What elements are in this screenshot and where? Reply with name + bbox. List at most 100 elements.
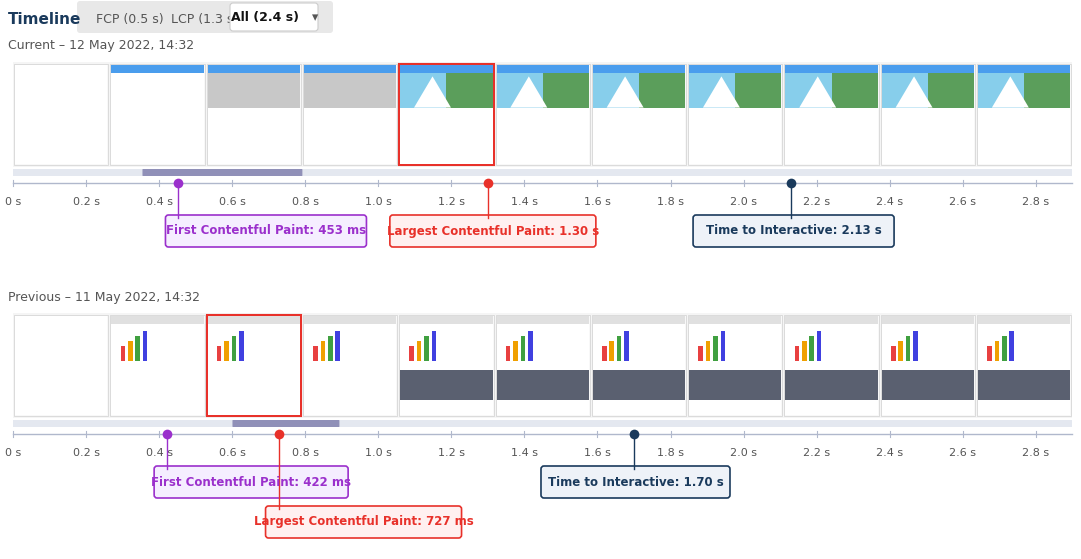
Bar bbox=[400, 73, 493, 107]
Bar bbox=[496, 371, 589, 400]
Bar bbox=[689, 73, 735, 107]
FancyBboxPatch shape bbox=[143, 169, 303, 176]
Bar bbox=[786, 65, 878, 73]
Bar bbox=[111, 316, 203, 415]
Text: LCP (1.3 s): LCP (1.3 s) bbox=[172, 13, 239, 26]
Bar bbox=[786, 65, 878, 164]
Bar bbox=[786, 316, 878, 415]
Bar bbox=[303, 315, 397, 416]
Bar bbox=[513, 341, 518, 361]
Bar bbox=[231, 336, 237, 361]
Text: 2.8 s: 2.8 s bbox=[1023, 448, 1050, 458]
Text: Time to Interactive: 2.13 s: Time to Interactive: 2.13 s bbox=[706, 225, 881, 238]
Bar bbox=[591, 64, 686, 165]
Text: 0 s: 0 s bbox=[4, 448, 22, 458]
Bar bbox=[14, 64, 108, 165]
Bar bbox=[208, 316, 299, 324]
Bar bbox=[786, 316, 878, 324]
Bar bbox=[882, 73, 927, 107]
Bar bbox=[810, 336, 814, 361]
Bar bbox=[882, 316, 974, 324]
Bar bbox=[400, 73, 446, 107]
Bar bbox=[496, 65, 589, 164]
Bar bbox=[13, 62, 1072, 167]
Text: FCP (0.5 s): FCP (0.5 s) bbox=[96, 13, 164, 26]
Text: 1.0 s: 1.0 s bbox=[365, 448, 391, 458]
Bar bbox=[417, 341, 422, 361]
Bar bbox=[882, 371, 974, 400]
Text: 0.2 s: 0.2 s bbox=[72, 448, 99, 458]
Text: Time to Interactive: 1.70 s: Time to Interactive: 1.70 s bbox=[548, 476, 723, 489]
Bar bbox=[110, 315, 204, 416]
Bar bbox=[496, 73, 543, 107]
Text: 0.8 s: 0.8 s bbox=[292, 197, 319, 207]
Bar bbox=[891, 345, 895, 361]
FancyBboxPatch shape bbox=[77, 1, 333, 33]
Bar bbox=[313, 345, 318, 361]
Bar bbox=[592, 73, 639, 107]
Bar bbox=[882, 65, 974, 73]
Bar bbox=[913, 331, 918, 361]
Bar bbox=[528, 331, 533, 361]
Bar bbox=[120, 345, 125, 361]
FancyBboxPatch shape bbox=[540, 466, 730, 498]
Bar bbox=[592, 73, 685, 107]
FancyBboxPatch shape bbox=[266, 506, 462, 538]
Bar bbox=[977, 315, 1071, 416]
Bar bbox=[304, 65, 397, 164]
Bar bbox=[14, 315, 108, 416]
Bar bbox=[15, 65, 107, 164]
Bar bbox=[135, 336, 139, 361]
Bar bbox=[689, 65, 782, 73]
Bar bbox=[881, 64, 975, 165]
Polygon shape bbox=[799, 77, 837, 107]
Bar bbox=[111, 65, 203, 164]
Text: First Contentful Paint: 453 ms: First Contentful Paint: 453 ms bbox=[165, 225, 366, 238]
Bar bbox=[400, 316, 493, 324]
FancyBboxPatch shape bbox=[693, 215, 894, 247]
Bar bbox=[995, 341, 999, 361]
Bar bbox=[602, 345, 606, 361]
Text: Largest Contentful Paint: 1.30 s: Largest Contentful Paint: 1.30 s bbox=[387, 225, 599, 238]
Bar bbox=[110, 64, 204, 165]
Bar bbox=[13, 420, 1072, 427]
Bar bbox=[786, 73, 878, 107]
Bar bbox=[624, 331, 629, 361]
Bar bbox=[592, 316, 685, 324]
Bar bbox=[802, 341, 806, 361]
Polygon shape bbox=[895, 77, 933, 107]
Bar bbox=[592, 65, 685, 164]
Bar bbox=[208, 316, 299, 415]
FancyBboxPatch shape bbox=[232, 420, 339, 427]
Bar bbox=[217, 345, 222, 361]
Bar bbox=[400, 316, 493, 415]
Text: 2.4 s: 2.4 s bbox=[876, 197, 904, 207]
Bar bbox=[617, 336, 622, 361]
Bar bbox=[689, 316, 782, 324]
Bar bbox=[496, 316, 589, 324]
Text: 2.0 s: 2.0 s bbox=[730, 448, 757, 458]
Bar bbox=[495, 64, 590, 165]
Bar bbox=[399, 315, 494, 416]
Bar bbox=[431, 331, 437, 361]
Bar bbox=[713, 336, 718, 361]
Bar bbox=[1002, 336, 1006, 361]
Bar bbox=[1010, 331, 1014, 361]
Bar bbox=[610, 341, 614, 361]
Text: 0.4 s: 0.4 s bbox=[146, 197, 173, 207]
Bar bbox=[400, 73, 493, 107]
Bar bbox=[689, 315, 783, 416]
Bar bbox=[496, 73, 589, 107]
Bar bbox=[400, 65, 493, 73]
Text: 0.8 s: 0.8 s bbox=[292, 448, 319, 458]
Bar bbox=[786, 73, 878, 107]
Text: 1.6 s: 1.6 s bbox=[584, 197, 611, 207]
Bar bbox=[208, 73, 299, 107]
Bar bbox=[978, 73, 1070, 107]
Polygon shape bbox=[703, 77, 739, 107]
Bar bbox=[592, 371, 685, 400]
Bar bbox=[206, 315, 301, 416]
Text: 0.6 s: 0.6 s bbox=[218, 197, 245, 207]
Text: 2.2 s: 2.2 s bbox=[803, 448, 830, 458]
Bar bbox=[304, 316, 397, 324]
